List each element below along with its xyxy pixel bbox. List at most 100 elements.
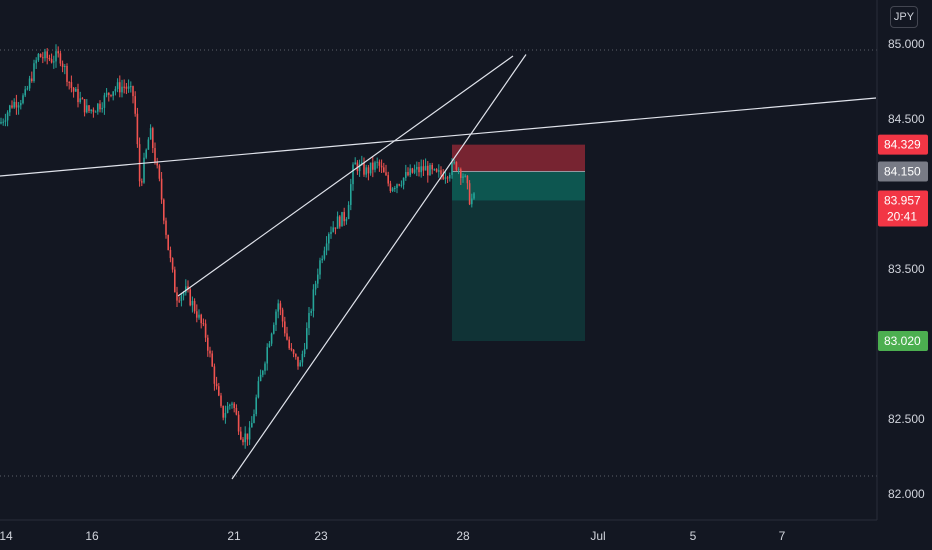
candle-body	[270, 333, 273, 344]
candle-body	[343, 212, 345, 222]
candle-body	[288, 339, 290, 349]
candle-body	[0, 122, 2, 124]
candle-body	[229, 404, 231, 407]
candle-body	[233, 403, 235, 408]
candle-body	[273, 324, 275, 334]
candle-body	[361, 162, 363, 165]
candle-body	[308, 312, 310, 329]
candle-body	[35, 60, 37, 64]
candle-body	[405, 172, 407, 178]
price-tag-target-text: 83.020	[884, 334, 921, 348]
candle-body	[455, 162, 458, 170]
candle-body	[198, 314, 200, 318]
candle-body	[145, 149, 147, 158]
candle-body	[411, 168, 414, 173]
candle-body	[339, 216, 341, 227]
candle-body	[26, 88, 29, 90]
candle-body	[446, 177, 449, 179]
candle-body	[116, 82, 119, 90]
candle-body	[387, 175, 389, 184]
candle-body	[312, 289, 315, 311]
time-tick-label: 5	[690, 529, 697, 543]
candle-body	[222, 405, 224, 418]
candle-body	[310, 310, 312, 313]
long-trend-line	[0, 97, 877, 177]
candle-body	[374, 162, 376, 170]
candle-body	[105, 92, 108, 96]
candle-body	[211, 353, 213, 367]
time-axis[interactable]: 14 16 21 23 28 Jul 5 7	[0, 529, 786, 543]
candle-body	[391, 188, 394, 191]
candle-body	[334, 227, 337, 229]
price-axis[interactable]: 85.000 84.500 83.500 82.500 82.000	[888, 37, 925, 501]
candle-body	[398, 184, 400, 186]
candle-body	[248, 427, 251, 440]
candle-body	[295, 353, 297, 357]
candle-body	[70, 82, 73, 88]
candle-body	[299, 362, 301, 367]
candle-body	[66, 65, 68, 82]
candle-body	[462, 176, 464, 178]
time-tick-label: Jul	[590, 529, 605, 543]
candle-body	[292, 349, 295, 354]
candle-body	[2, 121, 4, 123]
candle-body	[53, 61, 55, 63]
candle-body	[297, 356, 299, 367]
candle-body	[174, 269, 176, 293]
candle-body	[303, 348, 306, 354]
lower-wedge-line	[231, 54, 527, 480]
candle-body	[323, 250, 326, 259]
candle-body	[468, 183, 471, 205]
candle-body	[341, 212, 343, 227]
candle-body	[358, 164, 361, 172]
candle-body	[427, 165, 429, 176]
candle-body	[394, 187, 396, 189]
candle-body	[55, 51, 57, 62]
upper-wedge-line	[177, 55, 514, 297]
candle-body	[119, 82, 121, 93]
candle-body	[242, 439, 244, 443]
candle-body	[123, 86, 125, 88]
candle-body	[380, 165, 383, 168]
price-tag-stop-text: 84.329	[884, 138, 921, 152]
candle-body	[440, 170, 442, 175]
candle-body	[57, 51, 59, 54]
candle-body	[200, 314, 202, 324]
time-tick-label: 7	[779, 529, 786, 543]
time-tick-label: 14	[0, 529, 13, 543]
candle-body	[253, 414, 255, 423]
candle-body	[94, 111, 97, 113]
candle-body	[149, 128, 152, 140]
candle-body	[429, 164, 431, 176]
candle-body	[325, 243, 328, 251]
candle-body	[185, 286, 187, 293]
candle-body	[464, 175, 466, 177]
candle-body	[400, 184, 403, 186]
candle-body	[235, 407, 238, 415]
candle-body	[134, 96, 136, 114]
candle-body	[321, 258, 323, 261]
candle-body	[59, 53, 62, 64]
candle-body	[132, 86, 134, 97]
candle-body	[259, 374, 262, 382]
currency-button[interactable]: JPY	[890, 6, 918, 28]
candle-body	[90, 109, 92, 111]
candle-body	[279, 303, 282, 310]
candle-body	[75, 88, 77, 92]
candle-body	[372, 162, 374, 170]
candle-body	[345, 219, 348, 222]
candle-body	[204, 323, 207, 338]
candle-body	[28, 78, 31, 89]
candle-body	[42, 57, 44, 59]
candle-body	[125, 86, 128, 89]
candle-body	[330, 231, 332, 235]
candle-body	[165, 220, 167, 235]
candle-body	[466, 175, 469, 184]
candle-body	[48, 58, 51, 60]
candle-body	[314, 283, 317, 290]
time-tick-label: 23	[314, 529, 328, 543]
candle-body	[143, 157, 145, 183]
candle-body	[301, 353, 304, 363]
candle-body	[266, 347, 268, 364]
